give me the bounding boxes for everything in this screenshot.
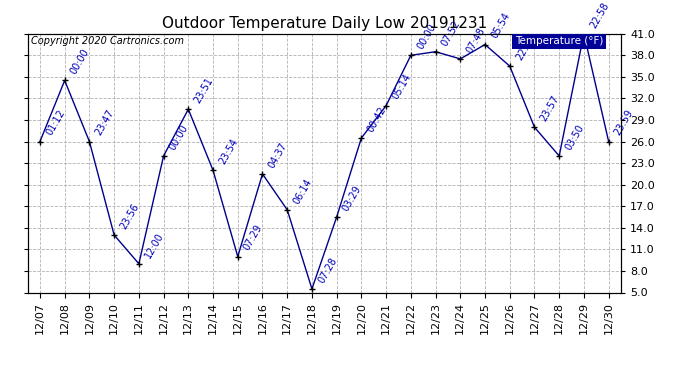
Text: 04:37: 04:37 bbox=[266, 141, 289, 170]
Text: Copyright 2020 Cartronics.com: Copyright 2020 Cartronics.com bbox=[30, 36, 184, 46]
Text: 07:29: 07:29 bbox=[242, 223, 264, 252]
Text: 23:57: 23:57 bbox=[539, 94, 562, 123]
Text: 00:42: 00:42 bbox=[366, 105, 388, 134]
Text: 06:14: 06:14 bbox=[291, 177, 314, 206]
Text: 22:58: 22:58 bbox=[588, 0, 611, 30]
Text: 23:59: 23:59 bbox=[613, 108, 635, 137]
Text: 23:54: 23:54 bbox=[217, 137, 240, 166]
Text: 00:00: 00:00 bbox=[168, 123, 190, 152]
Text: 00:00: 00:00 bbox=[69, 47, 91, 76]
Text: 07:48: 07:48 bbox=[464, 26, 487, 55]
Text: 03:50: 03:50 bbox=[563, 123, 586, 152]
Text: 22:58: 22:58 bbox=[514, 33, 537, 62]
Text: 01:12: 01:12 bbox=[44, 108, 67, 137]
Text: 03:29: 03:29 bbox=[341, 184, 364, 213]
Text: 07:52: 07:52 bbox=[440, 18, 462, 48]
Text: 07:28: 07:28 bbox=[316, 255, 339, 285]
Text: 00:00: 00:00 bbox=[415, 22, 437, 51]
Title: Outdoor Temperature Daily Low 20191231: Outdoor Temperature Daily Low 20191231 bbox=[161, 16, 487, 31]
Text: 23:51: 23:51 bbox=[193, 76, 215, 105]
Text: 12:00: 12:00 bbox=[143, 231, 166, 260]
Text: 23:56: 23:56 bbox=[118, 202, 141, 231]
Text: 23:47: 23:47 bbox=[94, 108, 116, 137]
Text: 05:14: 05:14 bbox=[391, 72, 413, 102]
Text: Temperature (°F): Temperature (°F) bbox=[515, 36, 603, 46]
Text: 05:54: 05:54 bbox=[489, 11, 512, 40]
